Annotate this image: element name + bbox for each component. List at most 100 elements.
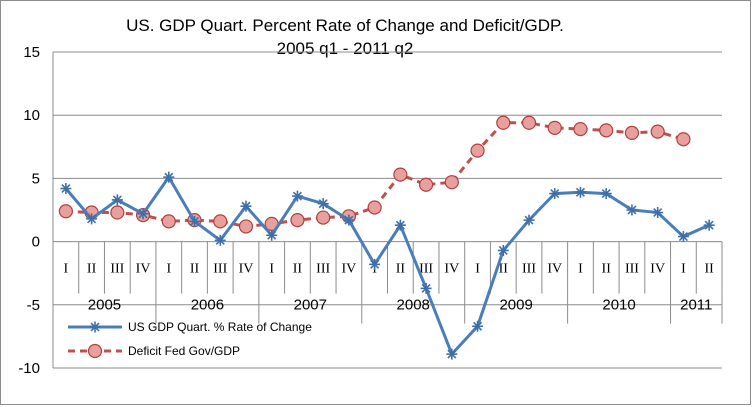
asterisk-stroke: [498, 245, 508, 255]
year-label: 2006: [191, 297, 224, 314]
year-label: 2007: [294, 297, 327, 314]
quarter-label: IV: [650, 262, 665, 277]
gdp-data-point: [677, 231, 689, 243]
gdp-data-point: [369, 258, 381, 270]
y-tick-label: 10: [23, 107, 40, 124]
deficit-data-point: [676, 132, 691, 147]
quarter-label: II: [499, 262, 509, 277]
year-label: 2011: [680, 297, 712, 314]
quarter-label: IV: [136, 262, 151, 277]
quarter-label: II: [704, 262, 714, 277]
quarter-label: II: [190, 262, 200, 277]
quarter-label: III: [213, 262, 227, 277]
asterisk-stroke: [164, 172, 174, 182]
quarter-label: I: [269, 262, 274, 277]
asterisk-stroke: [447, 349, 457, 359]
gdp-data-point: [472, 320, 484, 332]
quarter-label: IV: [444, 262, 459, 277]
gdp-data-point: [266, 229, 278, 241]
deficit-data-point: [110, 205, 125, 220]
gdp-data-point: [291, 190, 303, 202]
series-layer: [58, 115, 715, 360]
asterisk-stroke: [138, 209, 148, 219]
y-tick-label: -5: [27, 297, 40, 314]
asterisk-stroke: [318, 199, 328, 209]
quarter-label: I: [64, 262, 69, 277]
chart-title: US. GDP Quart. Percent Rate of Change an…: [126, 16, 564, 58]
year-label: 2010: [602, 297, 635, 314]
gdp-data-point: [214, 234, 226, 246]
deficit-data-point: [547, 120, 562, 135]
quarter-label: I: [475, 262, 480, 277]
asterisk-stroke: [61, 183, 71, 194]
gdp-data-point: [652, 207, 664, 219]
legend-label-gdp: US GDP Quart. % Rate of Change: [128, 320, 312, 334]
legend-label-deficit: Deficit Fed Gov/GDP: [128, 344, 240, 358]
gdp-data-point: [60, 183, 72, 195]
quarter-label: II: [602, 262, 612, 277]
gdp-data-point: [189, 215, 201, 227]
quarter-label: III: [625, 262, 639, 277]
quarter-label: IV: [342, 262, 357, 277]
asterisk-stroke: [524, 215, 534, 225]
asterisk-stroke: [267, 230, 277, 240]
asterisk-stroke: [292, 191, 302, 201]
deficit-data-point: [573, 122, 588, 137]
quarter-label: III: [316, 262, 330, 277]
asterisk-stroke: [241, 201, 251, 211]
quarter-label: I: [578, 262, 583, 277]
gdp-data-point: [317, 198, 329, 210]
gdp-data-point: [703, 219, 715, 231]
asterisk-stroke: [395, 220, 405, 230]
deficit-data-point: [393, 167, 408, 182]
asterisk-stroke: [550, 189, 560, 199]
deficit-data-point: [418, 177, 434, 192]
quarter-label: IV: [239, 262, 254, 277]
gdp-data-point: [420, 282, 432, 294]
gdp-data-point: [137, 208, 149, 220]
asterisk-stroke: [370, 259, 380, 269]
gdp-data-point: [626, 204, 638, 216]
deficit-data-point: [624, 125, 640, 140]
gdp-data-point: [523, 214, 535, 226]
deficit-data-point: [213, 214, 228, 229]
asterisk-stroke: [87, 214, 97, 224]
asterisk-stroke: [421, 283, 431, 293]
quarter-label: IV: [547, 262, 562, 277]
year-label: 2008: [397, 297, 430, 314]
legend-item-deficit: Deficit Fed Gov/GDP: [68, 343, 240, 359]
asterisk-stroke: [678, 232, 688, 242]
deficit-data-point: [496, 115, 511, 130]
gdp-data-point: [394, 219, 406, 231]
quarter-label: II: [396, 262, 406, 277]
y-axis-tick-labels: -10 -5 0 5 10 15: [18, 44, 40, 377]
gdp-data-point: [163, 171, 175, 183]
asterisk-stroke: [653, 208, 663, 218]
y-tick-label: -10: [18, 360, 40, 377]
y-tick-label: 0: [32, 234, 40, 251]
year-label: 2005: [88, 297, 121, 314]
gdp-data-point: [89, 321, 101, 333]
asterisk-stroke: [112, 195, 122, 205]
deficit-data-point: [650, 124, 665, 139]
quarter-label: II: [293, 262, 303, 277]
y-tick-label: 5: [32, 170, 40, 187]
gdp-data-point: [549, 188, 561, 200]
deficit-data-point: [521, 115, 537, 130]
gdp-data-point: [600, 188, 612, 200]
asterisk-stroke: [601, 189, 611, 199]
legend-marker-deficit: [87, 343, 103, 359]
chart-subtitle: 2005 q1 - 2011 q2: [277, 39, 414, 58]
asterisk-stroke: [90, 322, 100, 332]
x-axis: IIIIIIIVIIIIIIIVIIIIIIIVIIIIIIIVIIIIIIIV…: [52, 241, 723, 324]
asterisk-stroke: [627, 205, 637, 215]
legend: US GDP Quart. % Rate of Change Deficit Fe…: [68, 320, 312, 359]
asterisk-stroke: [473, 321, 483, 331]
quarter-label: II: [87, 262, 97, 277]
deficit-data-point: [444, 175, 459, 190]
deficit-data-point: [58, 204, 73, 219]
gdp-data-point: [240, 200, 252, 212]
quarter-label: I: [166, 262, 171, 277]
asterisk-stroke: [344, 215, 354, 225]
